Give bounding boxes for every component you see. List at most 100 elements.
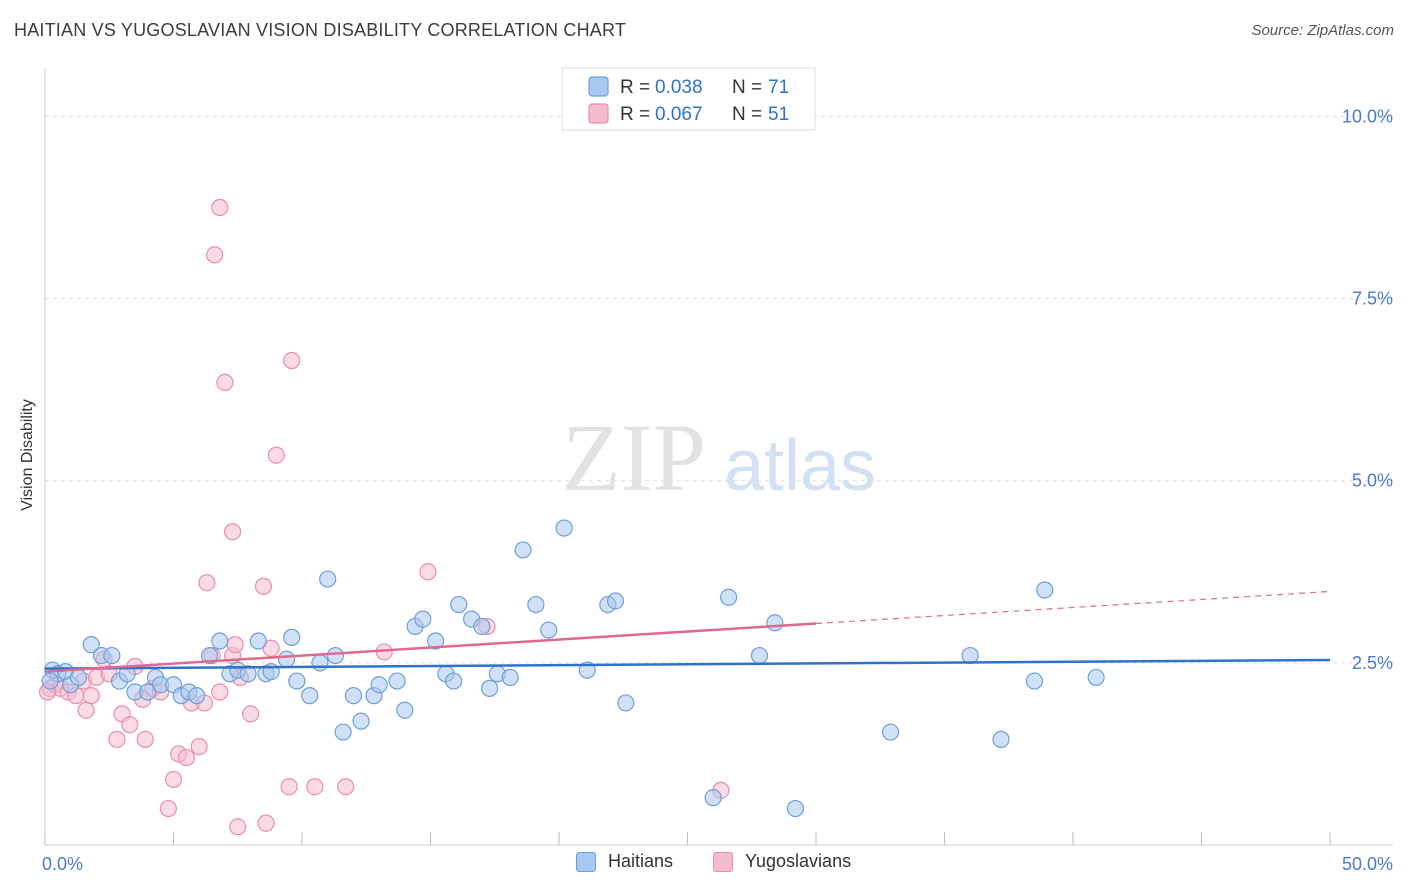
yugoslavian-point [226,636,244,654]
haitian-point [445,672,463,690]
yugoslavians-points [38,198,730,836]
haitian-point [396,701,414,719]
source-label: Source: ZipAtlas.com [1251,22,1394,39]
haitian-point [1036,581,1054,599]
legend-haitians-r-label: R = [620,77,655,98]
haitian-point [540,621,558,639]
x-tick-label: 50.0% [1342,854,1393,874]
watermark: ZIP atlas [562,404,876,511]
legend-haitians-n-label: N = [732,77,767,98]
yugoslavian-point [306,778,324,796]
haitian-point [41,672,59,690]
haitian-point [311,654,329,672]
legend-yugoslavians-n-label: N = [732,104,767,125]
haitian-point [288,672,306,690]
haitians-swatch [576,851,596,872]
yugoslavian-point [190,738,208,756]
yugoslavian-point [229,818,247,836]
haitian-point [334,723,352,741]
yugoslavians-trend-extension [815,590,1331,625]
haitian-point [450,595,468,614]
haitian-point [239,665,257,683]
legend-haitians-r-value: 0.038 [655,77,703,98]
legend-yugoslavians-swatch [588,103,609,124]
haitian-point [720,588,738,606]
yugoslavian-point [82,687,100,705]
yugoslavian-point [211,198,229,217]
haitian-point [527,595,545,614]
haitian-point [501,668,519,687]
x-tick-label: 0.0% [42,854,83,874]
yugoslavian-point [198,574,216,592]
haitian-point [750,646,769,665]
legend-haitians-swatch [588,76,609,97]
haitian-point [514,541,532,559]
legend-haitians-n-value: 71 [768,77,789,98]
haitian-point [704,789,722,807]
haitian-point [200,646,219,665]
yugoslavian-point [206,246,224,264]
haitian-point [617,694,635,712]
yugoslavian-point [280,778,298,796]
yugoslavian-point [257,814,275,832]
legend-label-yugoslavians: Yugoslavians [745,851,852,871]
legend-label-haitians: Haitians [608,851,674,871]
haitian-point [319,570,337,588]
yugoslavian-point [419,563,437,581]
yugoslavian-point [254,577,273,595]
haitian-point [283,628,301,646]
haitian-point [1025,672,1044,690]
yugoslavian-point [216,373,234,391]
yugoslavian-point [136,730,154,748]
haitian-point [414,610,432,628]
haitian-point [249,632,267,650]
haitian-point [370,676,388,694]
yugoslavian-point [337,778,355,796]
legend-item-yugoslavians: Yugoslavians [713,851,851,872]
legend-bottom: Haitians Yugoslavians [0,851,1406,879]
haitian-point [82,636,100,654]
haitian-point [786,799,805,818]
haitian-point [211,632,229,650]
yugoslavian-point [242,705,260,723]
haitians-trend-line [44,658,1331,670]
yugoslavians-swatch [713,851,733,872]
haitian-point [1087,668,1105,687]
trend-lines [44,590,1331,673]
axes [44,68,1393,846]
yugoslavian-point [267,446,285,464]
legend-yugoslavians-r-label: R = [620,104,655,125]
yugoslavian-point [77,701,95,719]
yugoslavian-point [211,683,229,701]
y-tick-label: 5.0% [1352,471,1393,491]
legend-yugoslavians-n-value: 51 [768,104,789,125]
y-tick-label: 10.0% [1342,106,1393,126]
haitian-point [139,683,157,701]
haitian-point [388,672,406,690]
grid-lines [45,115,1393,664]
haitian-point [481,679,499,697]
haitian-point [992,730,1010,748]
y-tick-label: 2.5% [1352,653,1393,673]
yugoslavian-point [108,730,126,748]
haitian-point [352,712,370,730]
haitian-point [69,668,88,687]
haitian-point [277,650,296,668]
yugoslavian-point [224,523,242,541]
haitian-point [427,632,445,650]
haitian-point [326,646,345,665]
haitian-point [473,617,491,636]
haitian-point [881,723,900,741]
tick-labels: 2.5% 5.0% 7.5% 10.0% 0.0% 50.0% [42,106,1393,874]
chart-title: HAITIAN VS YUGOSLAVIAN VISION DISABILITY… [14,20,627,40]
haitian-point [344,687,362,705]
yugoslavians-trend-line [44,622,817,673]
yugoslavian-point [121,716,139,734]
yugoslavian-point [283,351,301,370]
legend-yugoslavians-r-value: 0.067 [655,104,703,125]
haitian-point [555,519,573,537]
yugoslavian-point [177,748,195,767]
yugoslavian-point [159,799,177,818]
watermark-zip: ZIP [562,404,706,511]
